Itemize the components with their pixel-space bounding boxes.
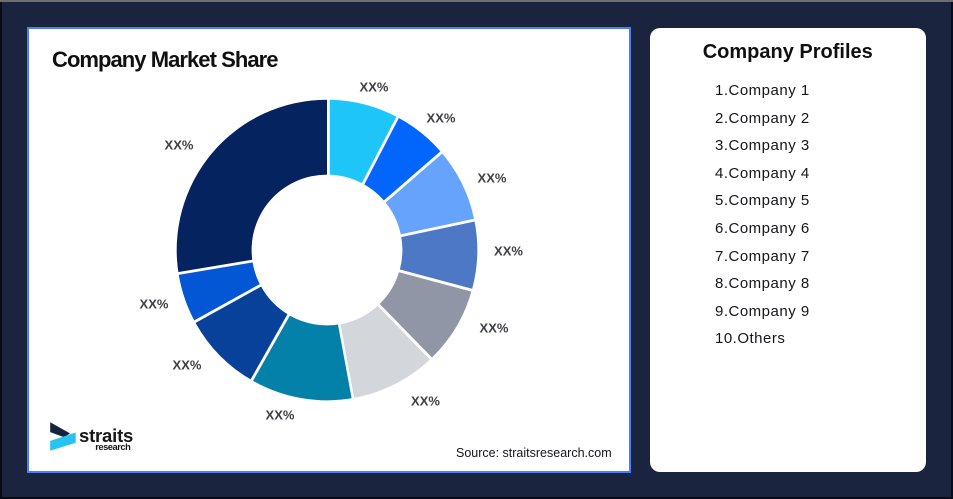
svg-text:research: research <box>95 442 131 452</box>
svg-text:straits: straits <box>79 425 133 446</box>
